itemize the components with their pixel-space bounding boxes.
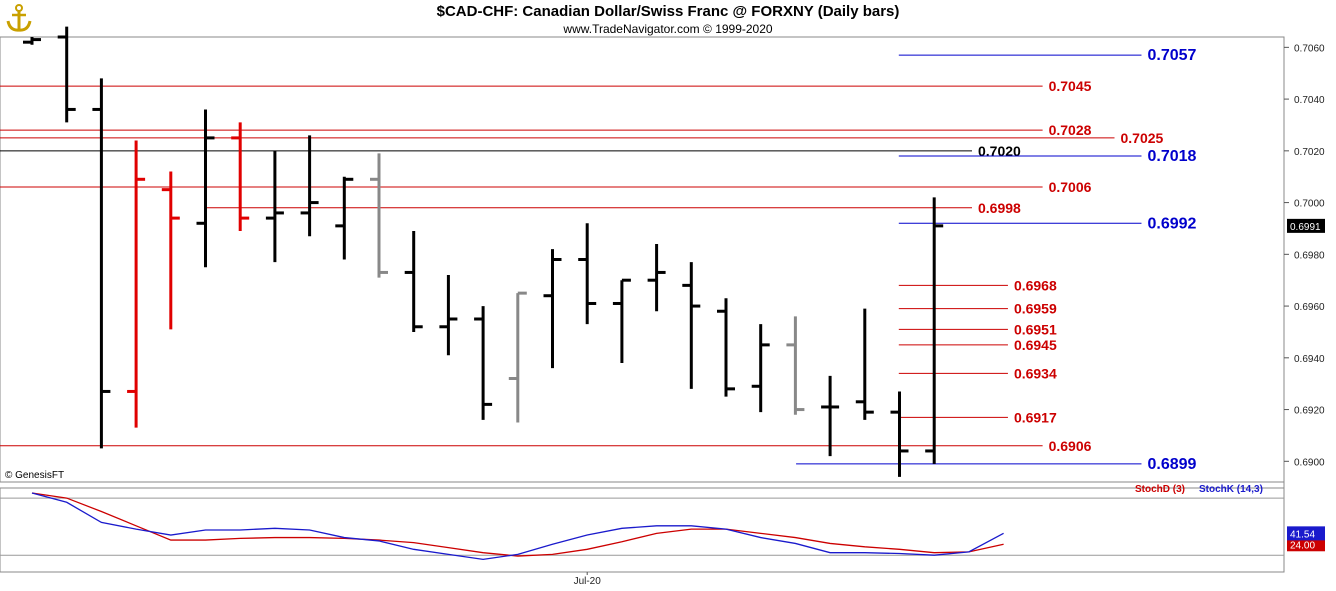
ohlc-bar [404, 231, 423, 332]
level-label: 0.7018 [1147, 148, 1196, 165]
level-label: 0.6917 [1014, 409, 1057, 425]
ohlc-bar [751, 324, 770, 413]
price-levels: 0.7057 0.7045 0.7028 0.7025 0.7020 0.7018 0.70… [0, 47, 1197, 473]
ohlc-bar [370, 153, 388, 278]
chart-subtitle: www.TradeNavigator.com © 1999-2020 [563, 22, 773, 36]
last-price-box [1287, 218, 1325, 233]
ohlc-bar [543, 249, 562, 369]
ohlc-bar [265, 150, 284, 263]
stoch-last-box [1287, 526, 1325, 541]
ohlc-bars [23, 26, 944, 477]
ohlc-bar [578, 223, 597, 325]
ohlc-bar [474, 306, 493, 420]
ohlc-bar [717, 298, 735, 397]
chart-title: $CAD-CHF: Canadian Dollar/Swiss Franc @ … [436, 3, 900, 20]
ohlc-bar [57, 26, 76, 123]
level-label: 0.6945 [1014, 337, 1057, 353]
stoch-last-label: 41.54 [1290, 529, 1315, 540]
y-tick-label: 0.6900 [1294, 457, 1325, 468]
price-axis: 0.7060 0.7040 0.7020 0.7000 0.6980 0.6960 0.69… [1284, 43, 1325, 468]
level-label: 0.6951 [1014, 321, 1057, 337]
ohlc-bar [161, 171, 180, 330]
ohlc-bar [439, 275, 458, 356]
y-tick-label: 0.7040 [1294, 95, 1325, 106]
y-tick-label: 0.7020 [1294, 147, 1325, 158]
ohlc-bar [890, 391, 909, 477]
stoch-series-line [31, 492, 1004, 561]
ohlc-bar [647, 243, 666, 312]
y-tick-label: 0.6980 [1294, 250, 1325, 261]
ohlc-bar [821, 375, 840, 457]
price-panel-frame [0, 36, 1285, 572]
ohlc-bar [925, 197, 944, 464]
legend-entry: StochK (14,3) [1199, 484, 1263, 495]
level-label: 0.7045 [1049, 78, 1092, 94]
level-label: 0.7025 [1121, 130, 1164, 146]
y-tick-label: 0.6920 [1294, 406, 1325, 417]
level-label: 0.6959 [1014, 301, 1057, 317]
level-label: 0.7057 [1147, 47, 1196, 64]
osc-panel-border [0, 487, 1285, 573]
price-panel-border [0, 36, 1285, 483]
ohlc-bar [231, 122, 250, 232]
stoch-last-box [1287, 537, 1325, 552]
y-tick-label: 0.6960 [1294, 302, 1325, 313]
ohlc-bar [92, 78, 111, 449]
ohlc-bar [23, 37, 41, 45]
ohlc-bar [612, 278, 631, 363]
ohlc-bar [786, 316, 805, 415]
copyright-label: © GenesisFT [5, 470, 64, 481]
level-label: 0.7020 [978, 143, 1021, 159]
y-tick-label: 0.6940 [1294, 354, 1325, 365]
y-tick-label: 0.7000 [1294, 199, 1325, 210]
y-tick-label: 0.7060 [1294, 43, 1325, 54]
ohlc-bar [855, 308, 874, 420]
level-label: 0.6934 [1014, 365, 1057, 381]
level-label: 0.7006 [1049, 179, 1092, 195]
anchor-logo-icon [6, 4, 32, 32]
stoch-last-label: 24.00 [1290, 540, 1315, 551]
level-label: 0.6998 [978, 200, 1021, 216]
ohlc-bar [300, 135, 319, 237]
x-tick-label: Jul-20 [574, 576, 602, 587]
legend-entry: StochD (3) [1135, 484, 1185, 495]
level-label: 0.6899 [1147, 456, 1196, 473]
ohlc-bar [127, 140, 146, 428]
ohlc-bar [196, 109, 215, 268]
level-label: 0.7028 [1049, 122, 1092, 138]
last-price-label: 0.6991 [1290, 222, 1321, 233]
level-label: 0.6906 [1049, 438, 1092, 454]
level-label: 0.6992 [1147, 215, 1196, 232]
ohlc-bar [335, 176, 354, 260]
ohlc-bar [508, 291, 527, 423]
ohlc-bar [682, 262, 701, 389]
stoch-series-line [31, 492, 1004, 557]
level-label: 0.6968 [1014, 277, 1057, 293]
